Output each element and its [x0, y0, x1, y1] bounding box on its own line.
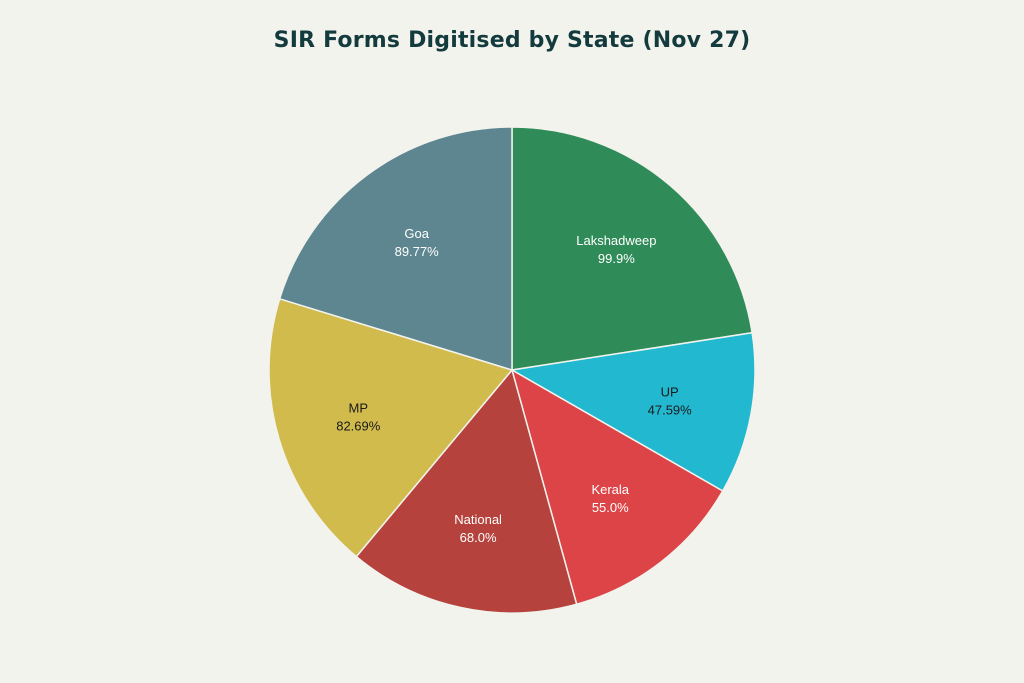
slice-name-lakshadweep: Lakshadweep: [576, 233, 656, 248]
slice-name-kerala: Kerala: [591, 482, 629, 497]
slice-value-up: 47.59%: [648, 402, 693, 417]
pie-labels: Lakshadweep 99.9% UP 47.59% Kerala 55.0% Natio…: [336, 226, 692, 545]
slice-name-up: UP: [661, 384, 679, 399]
pie-slices: [268, 126, 756, 614]
slice-name-national: National: [454, 512, 502, 527]
slice-value-goa: 89.77%: [395, 244, 440, 259]
slice-name-goa: Goa: [404, 226, 429, 241]
slice-value-kerala: 55.0%: [592, 500, 629, 515]
slice-value-mp: 82.69%: [336, 419, 381, 434]
pie-slice-mp: [268, 297, 514, 558]
pie-slice-up: [509, 331, 756, 493]
slice-value-national: 68.0%: [460, 530, 497, 545]
pie-slice-kerala: [510, 368, 724, 606]
slice-name-mp: MP: [349, 401, 369, 416]
pie-slice-lakshadweep: [511, 126, 753, 371]
pie-slice-national: [355, 368, 578, 614]
chart-title: SIR Forms Digitised by State (Nov 27): [273, 28, 751, 53]
pie-slice-goa: [278, 126, 513, 372]
slice-value-lakshadweep: 99.9%: [598, 251, 635, 266]
